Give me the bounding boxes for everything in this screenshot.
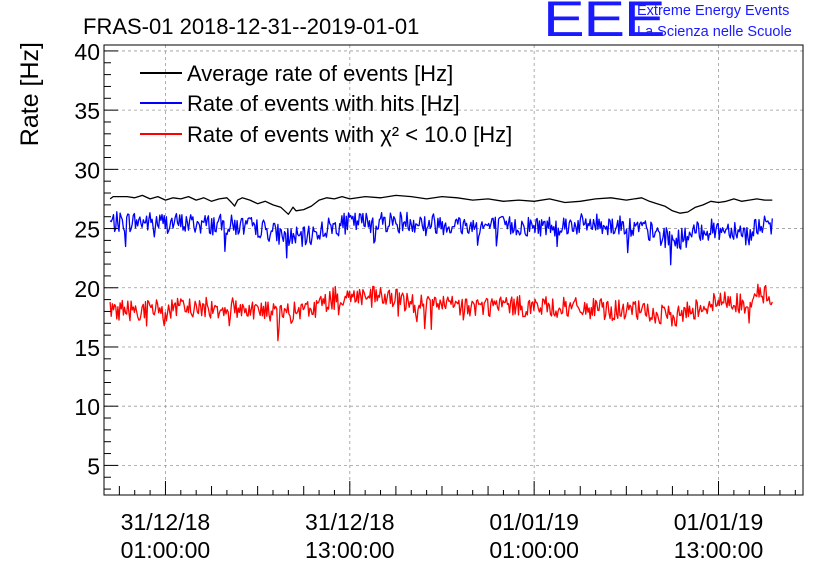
series-line-0 (109, 194, 773, 215)
x-tick-label-time: 13:00:00 (305, 537, 395, 563)
series-line-1 (109, 211, 773, 266)
logo-line-1: Extreme Energy Events (637, 3, 790, 19)
x-tick-label-time: 13:00:00 (674, 537, 764, 563)
y-tick-label: 40 (74, 39, 100, 65)
legend-label-1: Rate of events with hits [Hz] (187, 91, 460, 116)
x-tick-label-time: 01:00:00 (121, 537, 211, 563)
y-tick-label: 10 (74, 394, 100, 420)
y-tick-label: 30 (74, 157, 100, 183)
legend: Average rate of events [Hz] Rate of event… (140, 61, 512, 147)
x-tick-label-date: 31/12/18 (121, 509, 211, 535)
legend-label-0: Average rate of events [Hz] (187, 61, 453, 86)
y-axis-label: Rate [Hz] (16, 42, 44, 146)
chart-title: FRAS-01 2018-12-31--2019-01-01 (83, 14, 419, 39)
x-tick-label-date: 01/01/19 (489, 509, 579, 535)
y-tick-label: 35 (74, 98, 100, 124)
x-tick-label-time: 01:00:00 (489, 537, 579, 563)
plot-frame (103, 44, 804, 496)
y-tick-label: 25 (74, 217, 100, 243)
y-tick-label: 20 (74, 276, 100, 302)
grid-lines (104, 45, 803, 495)
series-line-2 (109, 283, 773, 342)
x-tick-label-date: 01/01/19 (674, 509, 764, 535)
axis-ticks (103, 50, 796, 495)
eee-logo: EEE (543, 0, 666, 47)
series-layer (109, 194, 773, 342)
y-tick-label: 5 (87, 453, 100, 479)
logo-line-2: La Scienza nelle Scuole (637, 24, 792, 40)
tick-labels: 51015202530354031/12/1801:00:0031/12/181… (74, 39, 763, 563)
legend-label-2: Rate of events with χ² < 10.0 [Hz] (187, 122, 512, 147)
x-tick-label-date: 31/12/18 (305, 509, 395, 535)
y-tick-label: 15 (74, 335, 100, 361)
